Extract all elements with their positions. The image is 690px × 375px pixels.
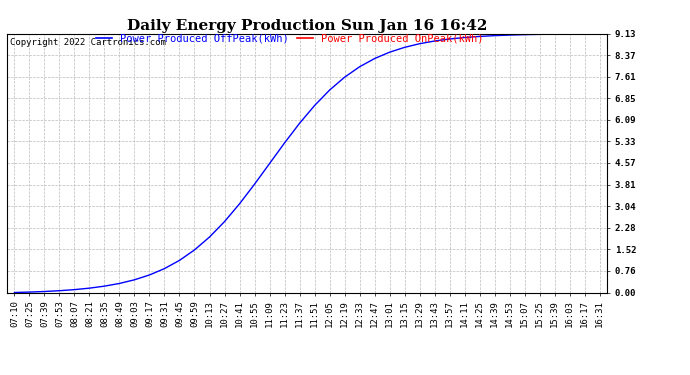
Legend: Power Produced OffPeak(kWh), Power Produced OnPeak(kWh): Power Produced OffPeak(kWh), Power Produ…: [96, 34, 484, 44]
Text: Copyright 2022 Cartronics.com: Copyright 2022 Cartronics.com: [10, 38, 166, 46]
Title: Daily Energy Production Sun Jan 16 16:42: Daily Energy Production Sun Jan 16 16:42: [127, 19, 487, 33]
